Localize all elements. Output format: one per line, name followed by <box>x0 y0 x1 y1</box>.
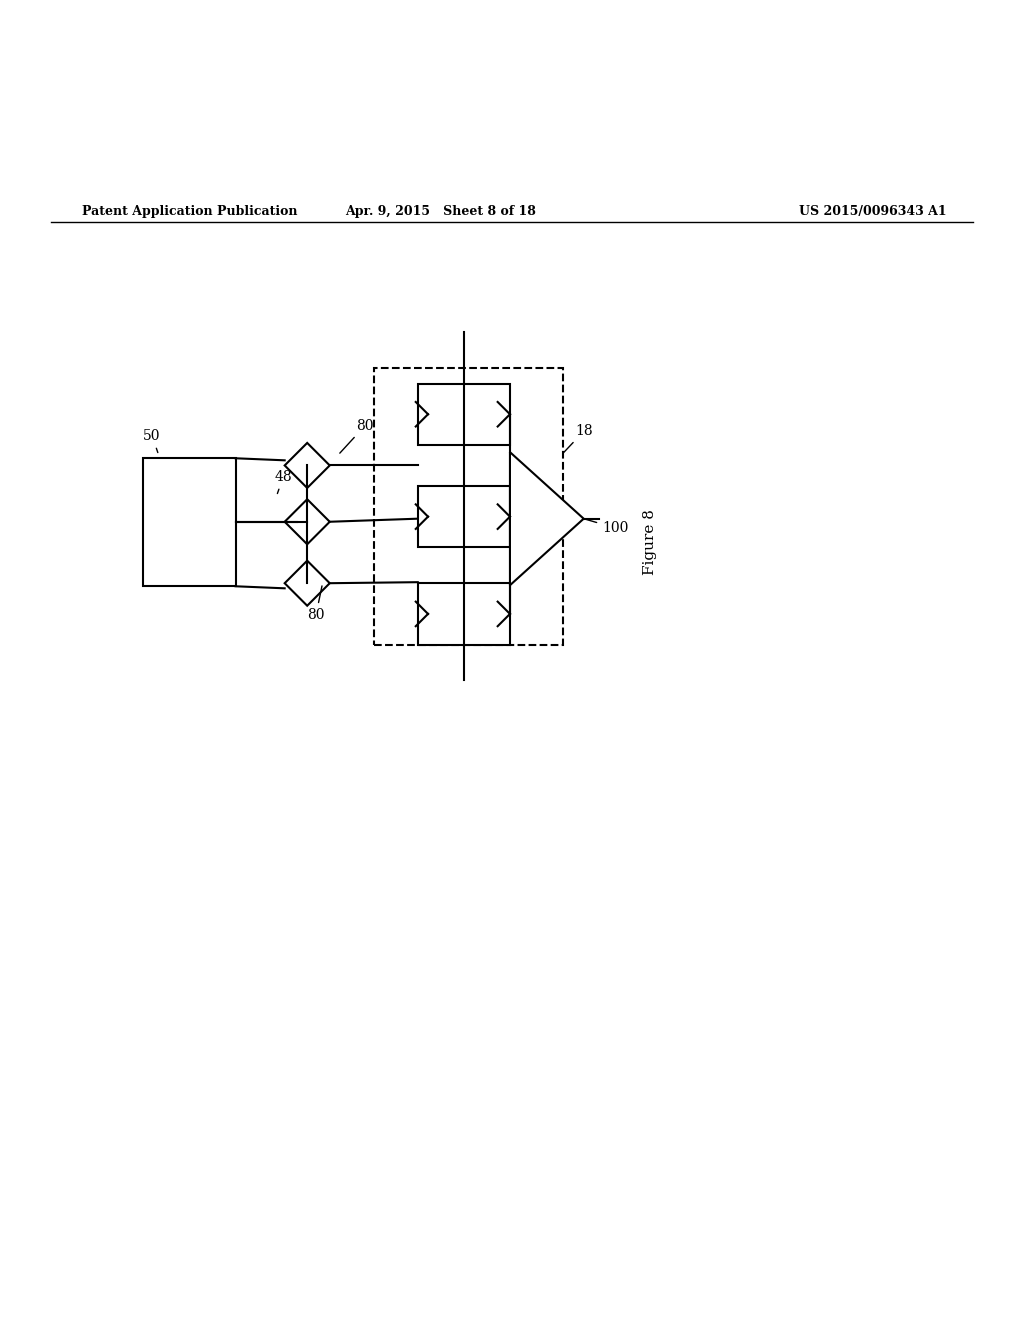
Text: Apr. 9, 2015   Sheet 8 of 18: Apr. 9, 2015 Sheet 8 of 18 <box>345 205 536 218</box>
Text: 50: 50 <box>143 429 161 453</box>
Text: 100: 100 <box>587 520 629 535</box>
Bar <box>143 458 236 586</box>
Text: 48: 48 <box>274 470 292 494</box>
Bar <box>418 384 510 445</box>
Text: US 2015/0096343 A1: US 2015/0096343 A1 <box>799 205 946 218</box>
Text: Figure 8: Figure 8 <box>643 510 657 576</box>
Polygon shape <box>510 453 584 585</box>
Polygon shape <box>285 499 330 544</box>
Text: 18: 18 <box>563 424 593 453</box>
Bar <box>418 583 510 644</box>
Polygon shape <box>285 444 330 488</box>
Bar <box>374 368 563 644</box>
Polygon shape <box>285 561 330 606</box>
Text: 80: 80 <box>307 586 325 622</box>
Text: 80: 80 <box>340 418 374 453</box>
Bar <box>418 486 510 548</box>
Text: Patent Application Publication: Patent Application Publication <box>82 205 297 218</box>
